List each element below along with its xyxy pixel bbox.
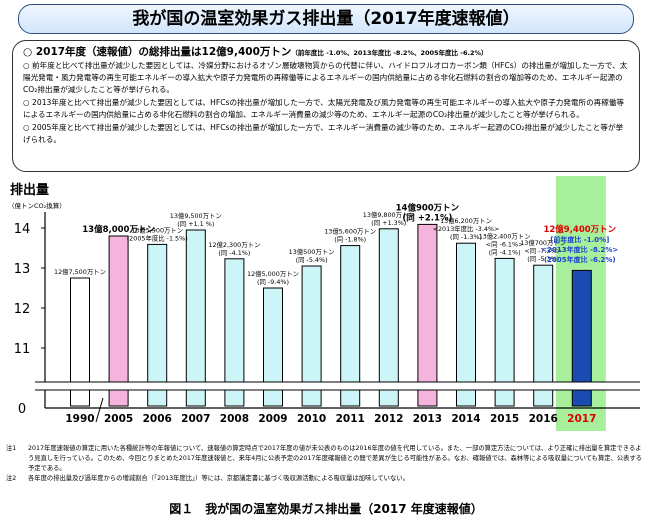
- figure-caption: 図１ 我が国の温室効果ガス排出量（2017 年度速報値）: [169, 502, 483, 516]
- data-label: 13億500万トン: [289, 247, 335, 256]
- headline-bullet: ○: [23, 46, 33, 58]
- x-tick-label: 2014: [451, 413, 480, 425]
- y-tick-label: 0: [18, 402, 26, 417]
- data-label: (同 -4.1%): [218, 249, 250, 257]
- data-label: 13億700万トン: [520, 238, 566, 247]
- axis-break-band: [35, 382, 644, 390]
- data-label: 14億900万トン: [396, 202, 460, 213]
- x-tick-label: 2016: [529, 413, 558, 425]
- data-label: 13億6,200万トン: [440, 216, 492, 225]
- summary-paragraph: ○ 前年度と比べて排出量が減少した要因としては、冷媒分野におけるオゾン層破壊物質…: [23, 61, 628, 94]
- data-label: (同 -9.4%): [257, 278, 289, 286]
- y-axis-unit: （億トンCO₂換算）: [8, 201, 66, 210]
- data-label: (同 -5.3%): [527, 255, 559, 263]
- y-tick-label: 14: [14, 222, 31, 237]
- y-tick-label: 12: [14, 302, 31, 317]
- note-text: 2017年度速報値の算定に用いた各種統計等の年報値について、速報値の算定時点で2…: [28, 445, 643, 472]
- bar: [263, 287, 283, 407]
- y-tick-label: 11: [14, 342, 31, 357]
- data-label: (同 -5.4%): [296, 256, 328, 264]
- data-label: 12億2,300万トン: [208, 240, 260, 249]
- summary-headline: ○ 2017年度（速報値）の総排出量は12億9,400万トン（前年度比 -1.0…: [23, 44, 629, 59]
- bar: [456, 242, 476, 407]
- note-text: 各年度の排出量及び過年度からの増減割合（「2013年度比」）等には、京都議定書に…: [28, 475, 409, 482]
- x-tick-label: 2005: [104, 413, 133, 425]
- x-tick-label: 2013: [413, 413, 442, 425]
- bar: [494, 257, 515, 407]
- bar: [533, 264, 554, 407]
- data-label: (同 -1.3%): [450, 233, 482, 241]
- data-label: 13億8,000万トン: [82, 224, 155, 235]
- x-tick-label: 2006: [143, 413, 172, 425]
- note-tag: 注1: [6, 445, 17, 452]
- data-label: <2013年度比 -3.4%>: [433, 224, 500, 233]
- title-bar: 我が国の温室効果ガス排出量（2017年度速報値）: [18, 4, 634, 34]
- data-label: 13億5,600万トン: [324, 227, 376, 236]
- x-tick-label: 2012: [374, 413, 403, 425]
- bar: [147, 243, 168, 407]
- summary-box: ○ 2017年度（速報値）の総排出量は12億9,400万トン（前年度比 -1.0…: [12, 40, 640, 172]
- data-label: (2005年度比 -1.5%): [127, 233, 188, 242]
- data-label: 13億9,500万トン: [170, 211, 222, 220]
- y-axis-label: 排出量: [10, 182, 49, 198]
- summary-paragraph: ○ 2005年度と比べて排出量が減少した要因としては、HFCsの排出量が増加した…: [23, 123, 624, 144]
- page-title: 我が国の温室効果ガス排出量（2017年度速報値）: [132, 9, 520, 29]
- x-tick-label: 2009: [258, 413, 287, 425]
- bar: [108, 235, 129, 407]
- bar: [224, 258, 245, 407]
- latest-data-label: (2005年度比 -6.2%): [544, 255, 616, 264]
- latest-data-label: <2013年度比 -8.2%>: [541, 245, 618, 254]
- headline-main: 2017年度（速報値）の総排出量は12億9,400万トン: [35, 46, 292, 58]
- x-tick-label: 2011: [336, 413, 365, 425]
- x-tick-label: 2015: [490, 413, 519, 425]
- data-label: (同 +1.1 %): [177, 220, 214, 228]
- latest-data-label: 12億9,400万トン: [543, 224, 616, 235]
- note-tag: 注2: [6, 475, 17, 482]
- data-label: 13億2,400万トン: [479, 231, 531, 240]
- bar: [70, 277, 90, 407]
- data-label: 13億5,900万トン: [131, 225, 183, 234]
- bar: [378, 228, 399, 407]
- data-label: 13億9,800万トン: [363, 210, 415, 219]
- headline-small: （前年度比 -1.0%、2013年度比 -8.2%、2005年度比 -6.2%）: [291, 49, 488, 57]
- bar: [301, 265, 322, 407]
- bar: [417, 223, 438, 407]
- bar: [340, 245, 361, 407]
- x-tick-label: 2008: [220, 413, 249, 425]
- data-label: (同 -4.1%): [489, 248, 521, 256]
- x-tick-label: 2017: [567, 413, 596, 425]
- note: 注2 各年度の排出量及び過年度からの増減割合（「2013年度比」）等には、京都議…: [6, 474, 646, 484]
- x-tick-label: 2010: [297, 413, 326, 425]
- x-tick-label: 2007: [181, 413, 210, 425]
- note: 注1 2017年度速報値の算定に用いた各種統計等の年報値について、速報値の算定時…: [6, 444, 646, 474]
- data-label: 12億5,000万トン: [247, 269, 299, 278]
- summary-paragraph: ○ 2013年度と比べて排出量が減少した要因としては、HFCsの排出量が増加した…: [23, 98, 625, 119]
- data-label: (同 -1.8%): [334, 236, 366, 244]
- data-label: <同 -6.1%>: [486, 240, 524, 248]
- data-label: (同 +1.3%): [371, 219, 406, 227]
- data-label: (同 +2.1%): [402, 213, 452, 223]
- notes: 注1 2017年度速報値の算定に用いた各種統計等の年報値について、速報値の算定時…: [6, 444, 646, 484]
- bar: [571, 269, 592, 407]
- data-label: <同 -7.3%>: [524, 247, 562, 255]
- data-label: 12億7,500万トン: [54, 267, 106, 276]
- x-axis-break-mark: [95, 397, 104, 423]
- y-tick-label: 13: [14, 262, 31, 277]
- latest-data-label: [前年度比 -1.0%]: [550, 235, 609, 244]
- bar: [185, 229, 206, 407]
- emissions-bar-chart: 排出量 （億トンCO₂換算） 14 13 12 11 0 1990 2005 2006 2007 20…: [8, 176, 644, 431]
- x-tick-label: 1990: [65, 413, 94, 425]
